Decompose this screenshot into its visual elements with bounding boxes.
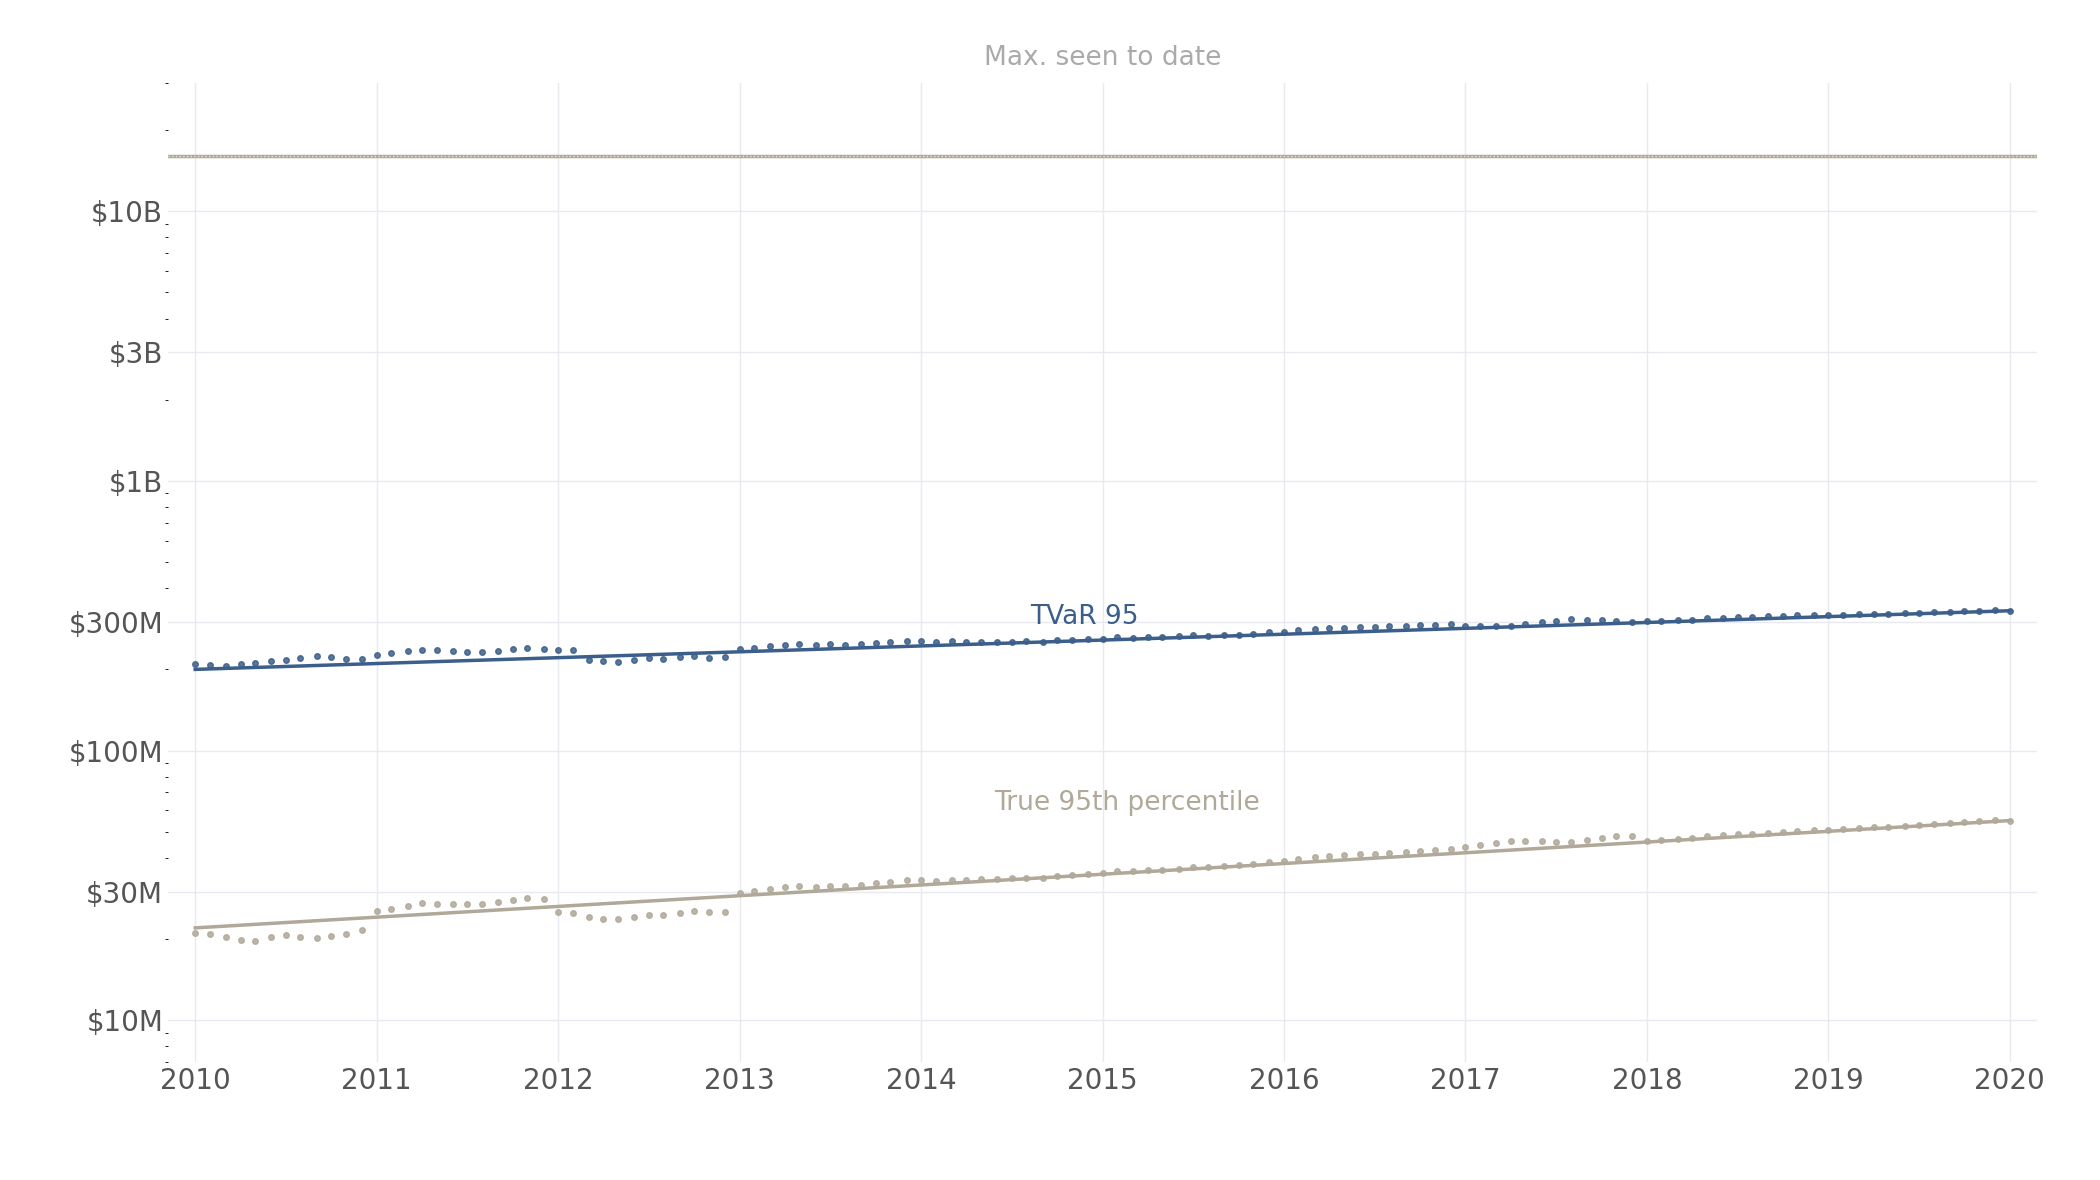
Text: True 95th percentile: True 95th percentile bbox=[993, 791, 1260, 817]
Text: TVaR 95: TVaR 95 bbox=[1029, 604, 1138, 630]
Text: Max. seen to date: Max. seen to date bbox=[983, 45, 1222, 71]
